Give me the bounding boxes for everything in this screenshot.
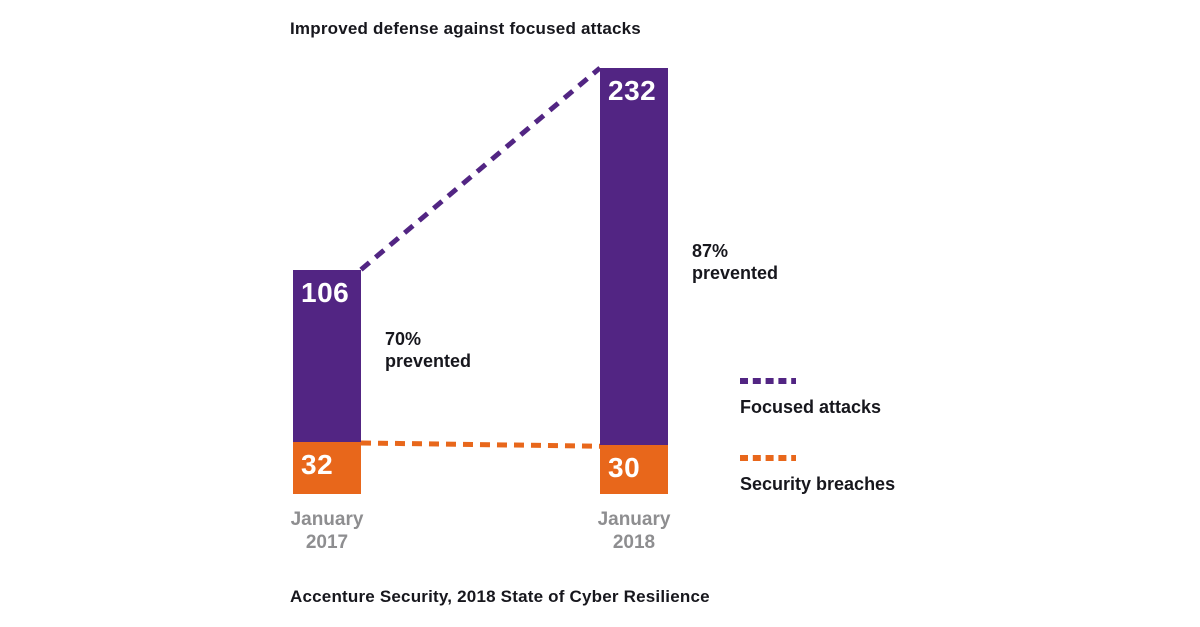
annotation-87-percent-prevented: 87% prevented [692,241,779,283]
security-breaches-segment-2018: 30 [600,445,668,494]
legend-item-security-breaches: Security breaches [740,455,895,495]
focused-attacks-segment-2017: 106 [293,270,361,442]
legend-label-security-breaches: Security breaches [740,474,896,494]
security-breaches-dashed-swatch-icon [740,455,796,461]
x-axis-label-january-2018: January 2018 [597,509,671,553]
chart-title: Improved defense against focused attacks [290,19,641,38]
security-breaches-segment-2017: 32 [293,442,361,494]
focused-attacks-value-2017: 106 [301,277,350,308]
security-breaches-value-2018: 30 [608,452,641,483]
legend-item-focused-attacks: Focused attacks [740,378,881,418]
security-breaches-value-2017: 32 [301,449,334,480]
annotation-70-percent-prevented: 70% prevented [385,329,472,371]
security-breaches-connector-dashed-line [360,440,601,449]
focused-attacks-value-2018: 232 [608,75,657,106]
source-note: Accenture Security, 2018 State of Cyber … [290,587,710,606]
stacked-bar-january-2017: 106 32 [293,270,361,494]
stacked-bar-january-2018: 232 30 [600,68,668,494]
focused-attacks-dashed-swatch-icon [740,378,796,384]
focused-attacks-connector-dashed-line [359,66,602,272]
x-axis-label-january-2017: January 2017 [290,509,364,553]
legend-label-focused-attacks: Focused attacks [740,397,882,417]
focused-attacks-segment-2018: 232 [600,68,668,445]
